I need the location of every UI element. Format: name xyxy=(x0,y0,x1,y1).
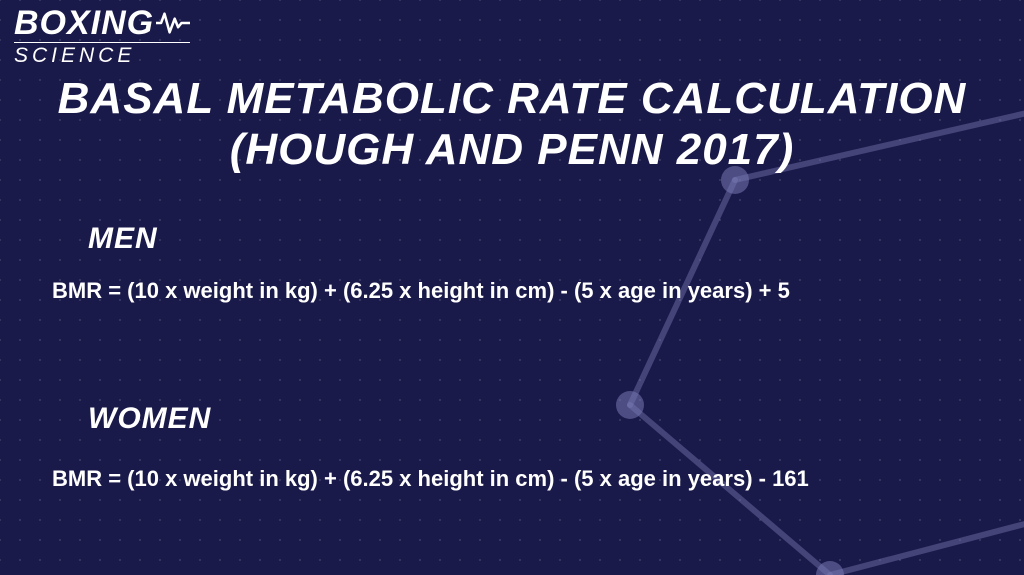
slide-title: BASAL METABOLIC RATE CALCULATION (HOUGH … xyxy=(0,76,1024,175)
title-line-2: (HOUGH AND PENN 2017) xyxy=(0,126,1024,174)
heartbeat-icon xyxy=(156,8,190,38)
women-heading: WOMEN xyxy=(88,402,211,436)
women-formula: BMR = (10 x weight in kg) + (6.25 x heig… xyxy=(52,466,809,492)
boxing-science-logo: BOXING SCIENCE xyxy=(14,6,190,66)
men-formula: BMR = (10 x weight in kg) + (6.25 x heig… xyxy=(52,278,790,304)
title-line-1: BASAL METABOLIC RATE CALCULATION xyxy=(0,76,1024,122)
logo-bottom-text: SCIENCE xyxy=(14,42,190,66)
men-heading: MEN xyxy=(88,222,158,256)
logo-top-text: BOXING xyxy=(14,6,154,40)
